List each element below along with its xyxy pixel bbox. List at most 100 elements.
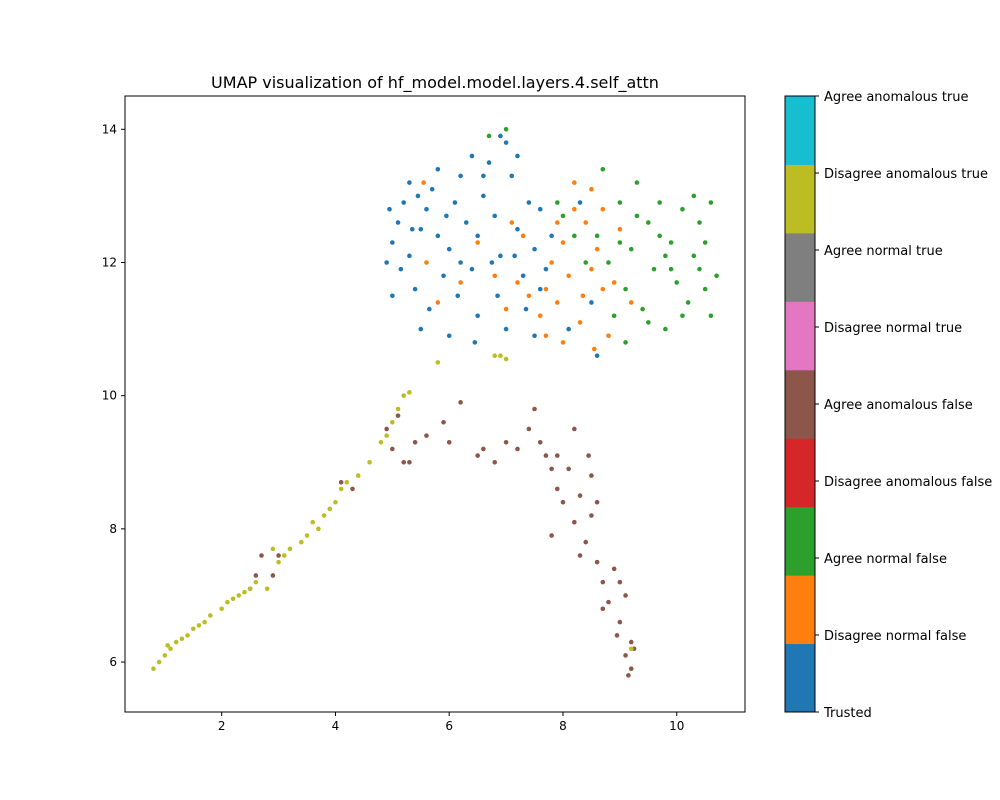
data-point: [395, 413, 401, 418]
data-point: [566, 273, 571, 279]
data-point: [668, 266, 674, 272]
data-point: [384, 260, 389, 265]
data-point: [435, 360, 441, 365]
data-point: [697, 266, 702, 272]
data-point: [427, 306, 432, 312]
data-point: [532, 333, 537, 339]
data-point: [663, 326, 668, 332]
data-point: [316, 526, 321, 532]
data-point: [589, 266, 594, 272]
data-point: [634, 180, 640, 185]
data-point: [628, 639, 634, 645]
data-point: [668, 240, 674, 245]
colorbar-segment: [785, 369, 815, 439]
colorbar-segment: [785, 575, 815, 645]
data-point: [498, 353, 503, 359]
colorbar-label: Disagree normal true: [824, 321, 962, 336]
data-point: [247, 586, 253, 592]
data-point: [498, 133, 503, 139]
data-point: [560, 499, 566, 505]
data-point: [640, 306, 645, 312]
data-point: [509, 173, 515, 179]
data-point: [415, 193, 421, 199]
title: UMAP visualization of hf_model.model.lay…: [211, 73, 659, 93]
data-point: [384, 433, 389, 438]
data-point: [594, 559, 600, 565]
data-point: [623, 286, 628, 292]
data-point: [646, 320, 651, 325]
data-point: [463, 220, 469, 225]
data-point: [378, 439, 384, 445]
data-point: [617, 579, 623, 585]
data-point: [475, 240, 480, 245]
data-point: [543, 333, 549, 339]
series-2: [486, 127, 719, 345]
data-point: [173, 639, 179, 645]
chart-title: UMAP visualization of hf_model.model.lay…: [211, 73, 659, 93]
data-point: [469, 153, 475, 159]
data-point: [515, 446, 520, 452]
colorbar-label: Agree anomalous false: [824, 398, 973, 413]
data-point: [554, 453, 560, 458]
data-point: [270, 546, 276, 552]
data-point: [344, 479, 350, 485]
data-point: [395, 406, 401, 412]
data-point: [577, 320, 583, 325]
data-point: [512, 253, 517, 259]
series-0: [384, 133, 600, 359]
colorbar-segment: [785, 643, 815, 713]
data-point: [492, 213, 498, 219]
data-point: [281, 553, 287, 558]
data-point: [523, 306, 529, 312]
data-point: [259, 553, 264, 558]
data-point: [242, 589, 247, 595]
data-point: [401, 200, 407, 205]
data-point: [503, 439, 509, 445]
data-point: [594, 233, 600, 239]
data-point: [458, 260, 463, 265]
colorbar-label: Disagree normal false: [824, 629, 966, 644]
data-point: [498, 253, 503, 259]
data-point: [515, 153, 520, 159]
data-point: [492, 273, 498, 279]
data-point: [395, 220, 401, 225]
data-point: [628, 246, 634, 252]
data-point: [321, 513, 327, 518]
data-point: [421, 180, 426, 185]
colorbar-label: Agree normal true: [824, 244, 943, 259]
data-point: [407, 390, 412, 395]
data-point: [554, 486, 560, 492]
data-point: [225, 599, 230, 605]
data-point: [586, 453, 591, 458]
data-point: [333, 499, 338, 505]
data-point: [435, 233, 441, 239]
colorbar-label: Agree anomalous true: [824, 90, 969, 105]
data-point: [486, 133, 492, 139]
data-point: [600, 606, 606, 612]
data-point: [444, 213, 449, 219]
data-point: [424, 260, 429, 265]
data-point: [594, 353, 600, 359]
data-point: [387, 206, 392, 212]
x-tick-label: 10: [669, 719, 684, 733]
plot-frame: [124, 95, 746, 713]
data-point: [680, 206, 685, 212]
data-point: [276, 553, 281, 558]
data-point: [537, 206, 543, 212]
data-point: [600, 579, 606, 585]
data-point: [549, 260, 554, 265]
x-axis: 2 4 6 8 10: [218, 712, 684, 733]
colorbar-segment: [785, 438, 815, 508]
data-point: [537, 439, 543, 445]
colorbar: Trusted Disagree normal false Agree normal…: [784, 90, 992, 721]
data-point: [549, 233, 554, 239]
data-point: [600, 286, 606, 292]
data-point: [390, 446, 395, 452]
data-point: [583, 260, 589, 265]
data-point: [589, 473, 594, 478]
data-point: [503, 140, 509, 145]
data-point: [446, 439, 452, 445]
data-point: [572, 206, 577, 212]
data-point: [663, 253, 668, 259]
data-point: [276, 559, 281, 565]
